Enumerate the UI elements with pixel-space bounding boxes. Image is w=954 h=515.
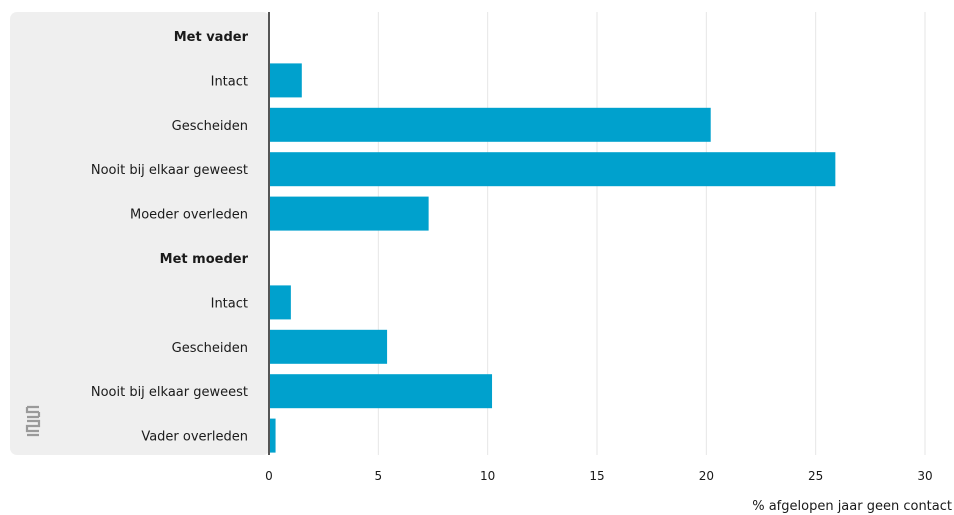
x-tick-label: 30 — [917, 469, 932, 483]
label-panel — [10, 12, 270, 455]
group-label: Met moeder — [160, 252, 249, 267]
group-label: Met vader — [174, 30, 249, 45]
category-label: Intact — [211, 296, 248, 311]
category-label: Gescheiden — [172, 119, 248, 134]
category-label: Nooit bij elkaar geweest — [91, 163, 248, 178]
x-tick-label: 25 — [808, 469, 823, 483]
category-label: Vader overleden — [141, 430, 248, 445]
bar — [269, 285, 291, 320]
bar — [269, 63, 302, 98]
bar — [269, 152, 836, 187]
x-tick-labels: 0 5 10 15 20 25 30 — [265, 469, 932, 483]
bar — [269, 374, 493, 409]
category-labels: Met vader Intact Gescheiden Nooit bij elkaa… — [91, 30, 249, 445]
x-axis-title: % afgelopen jaar geen contact — [752, 499, 952, 514]
bars — [269, 63, 836, 453]
x-tick-label: 5 — [375, 469, 383, 483]
cbs-logo-icon — [25, 405, 41, 437]
bar — [269, 329, 388, 364]
x-tick-label: 0 — [265, 469, 273, 483]
bar — [269, 196, 429, 231]
x-tick-label: 10 — [480, 469, 495, 483]
bar — [269, 418, 276, 453]
category-label: Nooit bij elkaar geweest — [91, 385, 248, 400]
x-tick-label: 15 — [589, 469, 604, 483]
category-label: Moeder overleden — [130, 208, 248, 223]
category-label: Intact — [211, 74, 248, 89]
x-tick-label: 20 — [699, 469, 714, 483]
category-label: Gescheiden — [172, 341, 248, 356]
bar — [269, 107, 711, 142]
